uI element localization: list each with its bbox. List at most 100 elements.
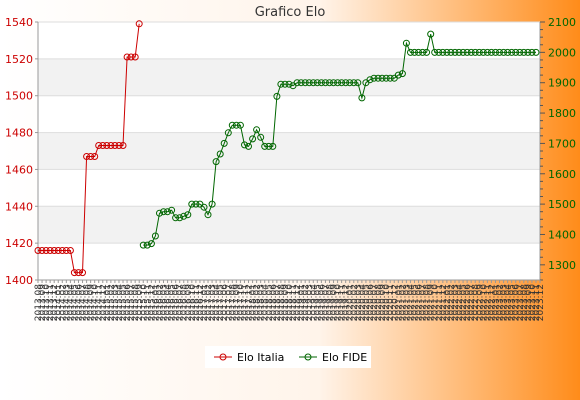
data-point-elo-italia <box>75 269 82 277</box>
data-point-elo-fide <box>184 211 192 219</box>
data-point-elo-fide <box>419 48 427 56</box>
legend: Elo Italia Elo FIDE <box>205 346 371 368</box>
data-point-elo-fide <box>241 141 248 149</box>
data-point-elo-fide <box>330 79 337 87</box>
data-point-elo-italia <box>54 247 62 254</box>
data-point-elo-fide <box>398 70 406 78</box>
x-tick-label: 2022.01 <box>443 284 453 321</box>
x-tick-label: 2021.01 <box>394 284 404 321</box>
data-point-elo-fide <box>285 80 293 88</box>
legend-box <box>205 346 371 368</box>
x-tick-label: 2020.02 <box>350 284 360 321</box>
data-point-elo-fide <box>455 48 463 56</box>
data-point-elo-fide <box>492 48 499 56</box>
x-tick-label: 2018.01 <box>249 284 259 321</box>
data-point-elo-fide <box>305 79 313 87</box>
left-tick-label: 1480 <box>5 127 33 140</box>
x-tick-label: 2019.07 <box>321 284 331 321</box>
x-tick-label: 2019.02 <box>301 284 311 321</box>
data-point-elo-fide <box>172 214 180 222</box>
x-tick-label: 2021.03 <box>402 284 412 321</box>
data-point-elo-fide <box>212 158 220 166</box>
x-tick-label: 2019.10 <box>334 284 344 321</box>
data-point-elo-fide <box>427 30 435 38</box>
legend-label-elo-fide: Elo FIDE <box>322 351 367 364</box>
x-tick-label: 2017.06 <box>220 284 230 321</box>
x-tick-label: 2016.11 <box>192 284 202 321</box>
data-point-elo-fide <box>156 209 163 217</box>
x-tick-label: 2016.06 <box>172 284 182 321</box>
data-point-elo-italia <box>91 153 99 160</box>
x-tick-label: 2014.10 <box>91 284 101 321</box>
x-tick-label: 2022.09 <box>475 284 485 321</box>
x-tick-label: 2019.12 <box>342 284 352 321</box>
data-point-elo-italia <box>70 269 78 277</box>
series-layer <box>34 20 540 277</box>
data-point-elo-fide <box>309 79 317 87</box>
x-tick-label: 2023.05 <box>508 284 518 321</box>
x-tick-label: 2016.05 <box>168 284 178 321</box>
x-tick-label: 2013.11 <box>46 284 56 321</box>
x-tick-label: 2020.09 <box>378 284 388 321</box>
plot-area <box>37 21 541 281</box>
data-point-elo-fide <box>528 48 536 56</box>
data-point-elo-fide <box>261 142 269 150</box>
x-tick-label: 2017.07 <box>224 284 234 321</box>
data-point-elo-fide <box>496 48 503 56</box>
x-tick-label: 2021.11 <box>435 284 445 321</box>
x-tick-label: 2020.08 <box>374 284 384 321</box>
x-tick-label: 2016.02 <box>155 284 165 321</box>
x-tick-label: 2018.02 <box>253 284 263 321</box>
x-tick-label: 2021.06 <box>415 284 425 321</box>
data-point-elo-italia <box>115 142 123 149</box>
x-axis: 2013.082013.092013.102013.112013.122014.… <box>34 280 546 321</box>
x-tick-label: 2016.09 <box>184 284 194 321</box>
legend-marker-elo-fide <box>304 353 312 361</box>
data-point-elo-fide <box>326 79 333 87</box>
plot-band <box>38 58 540 96</box>
x-tick-label: 2014.03 <box>62 284 72 321</box>
x-tick-label: 2019.03 <box>305 284 315 321</box>
chart-title: Grafico Elo <box>255 5 326 20</box>
data-point-elo-fide <box>431 48 439 56</box>
data-point-elo-fide <box>164 208 171 216</box>
x-tick-label: 2015.02 <box>107 284 117 321</box>
x-tick-label: 2017.08 <box>228 284 238 321</box>
data-point-elo-fide <box>411 48 418 56</box>
data-point-elo-fide <box>313 79 321 87</box>
x-tick-label: 2022.08 <box>471 284 481 321</box>
data-point-elo-fide <box>301 79 309 87</box>
x-tick-label: 2013.12 <box>50 284 60 321</box>
data-point-elo-fide <box>180 212 188 220</box>
data-point-elo-fide <box>504 48 512 56</box>
x-tick-label: 2023.10 <box>528 284 538 321</box>
data-point-elo-fide <box>208 200 216 208</box>
data-point-elo-italia <box>135 20 143 28</box>
data-point-elo-fide <box>265 142 273 150</box>
x-tick-label: 2015.01 <box>103 284 113 321</box>
x-tick-label: 2014.11 <box>95 284 105 321</box>
x-tick-label: 2020.04 <box>358 284 368 321</box>
data-point-elo-fide <box>147 240 155 248</box>
x-tick-label: 2020.05 <box>362 284 372 321</box>
data-point-elo-italia <box>34 247 42 254</box>
right-tick-label: 1600 <box>548 168 576 181</box>
data-point-elo-fide <box>192 200 200 208</box>
x-tick-label: 2014.09 <box>87 284 97 321</box>
x-tick-label: 2022.06 <box>463 284 473 321</box>
x-tick-label: 2021.02 <box>398 284 408 321</box>
x-tick-label: 2017.10 <box>236 284 246 321</box>
x-tick-label: 2019.01 <box>297 284 307 321</box>
x-tick-label: 2014.05 <box>70 284 80 321</box>
right-tick-label: 1400 <box>548 228 576 241</box>
right-tick-label: 2000 <box>548 46 576 59</box>
x-tick-label: 2015.07 <box>127 284 137 321</box>
x-tick-label: 2023.03 <box>500 284 510 321</box>
data-point-elo-fide <box>224 129 232 137</box>
data-point-elo-fide <box>350 79 358 87</box>
x-tick-label: 2023.07 <box>516 284 526 321</box>
right-tick-label: 1300 <box>548 259 576 272</box>
left-axis: 1400 1420 1440 1460 1480 1500 1520 1540 <box>5 16 38 287</box>
data-point-elo-fide <box>204 211 212 219</box>
data-point-elo-fide <box>378 74 386 82</box>
